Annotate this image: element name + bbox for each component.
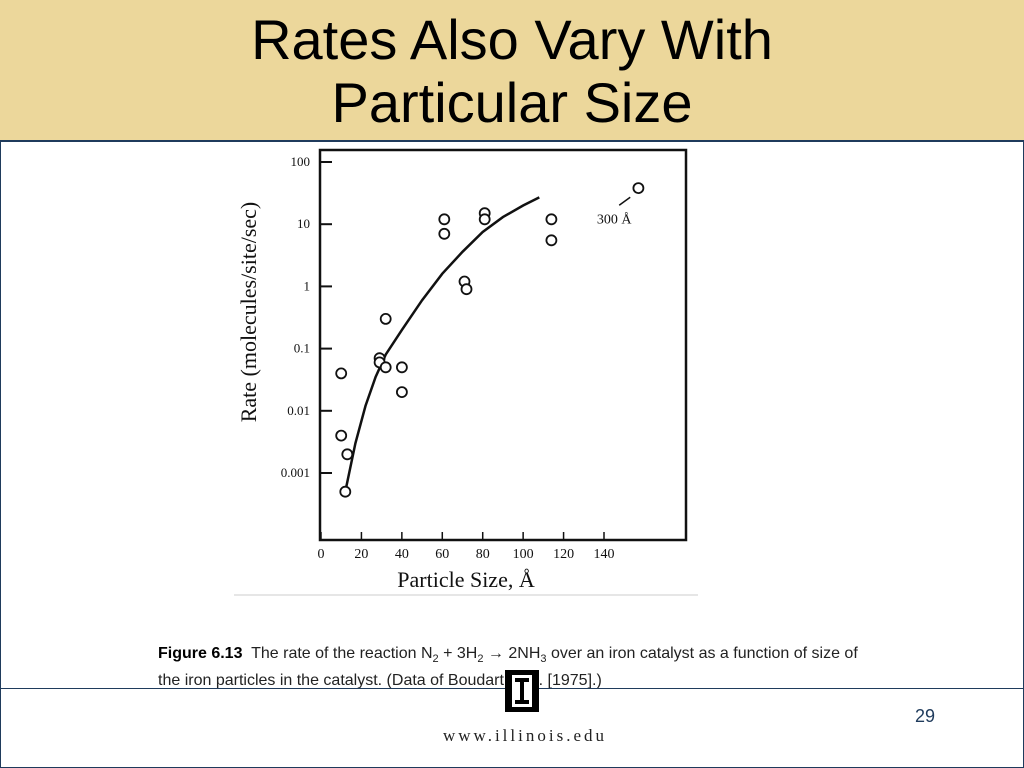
figure-caption: Figure 6.13 The rate of the reaction N2 … bbox=[158, 643, 858, 692]
data-point bbox=[438, 227, 451, 240]
x-axis: 0 20 40 60 80 100 120 140 bbox=[318, 532, 615, 562]
x-tick-label: 20 bbox=[354, 547, 368, 562]
data-point bbox=[632, 182, 645, 194]
y-axis: 0.001 0.01 0.1 1 10 100 bbox=[281, 154, 332, 480]
y-tick-label: 1 bbox=[304, 278, 311, 293]
x-tick-label: 80 bbox=[476, 547, 490, 562]
illinois-logo-icon bbox=[505, 670, 539, 712]
annotation-300-angstrom: 300 Å bbox=[597, 211, 633, 227]
data-point bbox=[335, 429, 348, 442]
data-point bbox=[545, 234, 558, 247]
caption-text-b: + 3H bbox=[438, 645, 478, 662]
y-axis-label: Rate (molecules/site/sec) bbox=[236, 202, 261, 423]
data-point bbox=[438, 213, 451, 226]
page-number: 29 bbox=[914, 706, 936, 726]
caption-text-a: The rate of the reaction N bbox=[251, 645, 433, 662]
x-axis-label: Particle Size, Å bbox=[397, 567, 535, 592]
data-point bbox=[379, 361, 392, 374]
trend-curve bbox=[344, 196, 540, 492]
data-point bbox=[395, 361, 408, 374]
data-point bbox=[395, 386, 408, 399]
caption-sub-a: 2 bbox=[432, 653, 439, 666]
x-tick-label: 40 bbox=[395, 547, 409, 562]
y-tick-label: 10 bbox=[297, 216, 310, 231]
plot-area-frame bbox=[318, 148, 688, 542]
data-point bbox=[478, 213, 491, 226]
y-tick-label: 0.1 bbox=[294, 341, 310, 356]
caption-text-c: → 2NH bbox=[483, 645, 541, 662]
x-tick-label: 120 bbox=[553, 547, 574, 562]
chart-background bbox=[234, 142, 700, 598]
slide-title: Rates Also Vary With Particular Size bbox=[0, 8, 1024, 134]
data-point bbox=[339, 485, 352, 498]
data-point bbox=[379, 312, 392, 325]
y-tick-label: 0.01 bbox=[287, 403, 310, 418]
y-tick-label: 0.001 bbox=[281, 465, 310, 480]
data-point bbox=[545, 213, 558, 226]
data-point bbox=[460, 283, 473, 296]
x-tick-label: 0 bbox=[318, 547, 325, 562]
x-tick-label: 140 bbox=[594, 547, 615, 562]
footer-url: www.illinois.edu bbox=[442, 726, 607, 745]
x-tick-label: 60 bbox=[435, 547, 449, 562]
annotation-leader bbox=[618, 196, 631, 206]
caption-sub-c: 3 bbox=[540, 653, 547, 666]
data-point bbox=[341, 448, 354, 461]
annotations: 300 Å bbox=[597, 196, 633, 227]
caption-sub-b: 2 bbox=[477, 653, 484, 666]
rate-vs-particle-size-chart: 0.001 0.01 0.1 1 10 100 0 20 40 60 80 100 120 140 30… bbox=[234, 142, 700, 598]
y-tick-label: 100 bbox=[291, 154, 311, 169]
slide-title-line-1: Rates Also Vary With bbox=[251, 8, 773, 71]
slide-title-line-2: Particular Size bbox=[331, 71, 693, 134]
slide-header: Rates Also Vary With Particular Size bbox=[0, 0, 1024, 142]
data-point bbox=[335, 367, 348, 380]
caption-text-d: over an iron catalyst as a function of s… bbox=[158, 645, 858, 690]
x-tick-label: 100 bbox=[513, 547, 534, 562]
data-points bbox=[335, 182, 645, 498]
figure-label: Figure 6.13 bbox=[158, 645, 243, 662]
